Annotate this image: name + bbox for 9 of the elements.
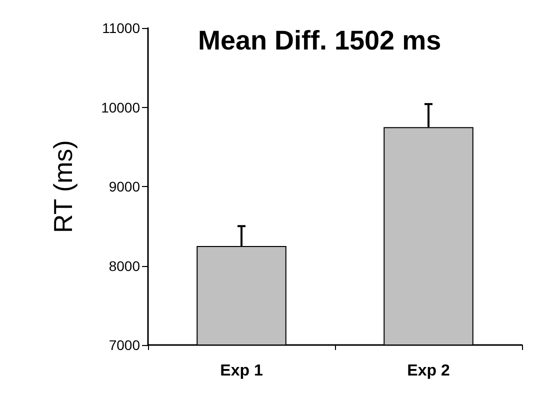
chart-title: Mean Diff. 1502 ms xyxy=(198,26,442,56)
y-tick-label: 11000 xyxy=(102,20,140,36)
y-tick-label: 7000 xyxy=(108,337,140,353)
x-tick-label: Exp 1 xyxy=(220,362,263,380)
x-tick-label: Exp 2 xyxy=(407,362,450,380)
y-tick-label: 10000 xyxy=(101,99,140,116)
y-tick-label: 9000 xyxy=(108,178,140,194)
y-axis-title: RT (ms) xyxy=(48,140,78,233)
y-tick-label: 8000 xyxy=(108,258,140,274)
